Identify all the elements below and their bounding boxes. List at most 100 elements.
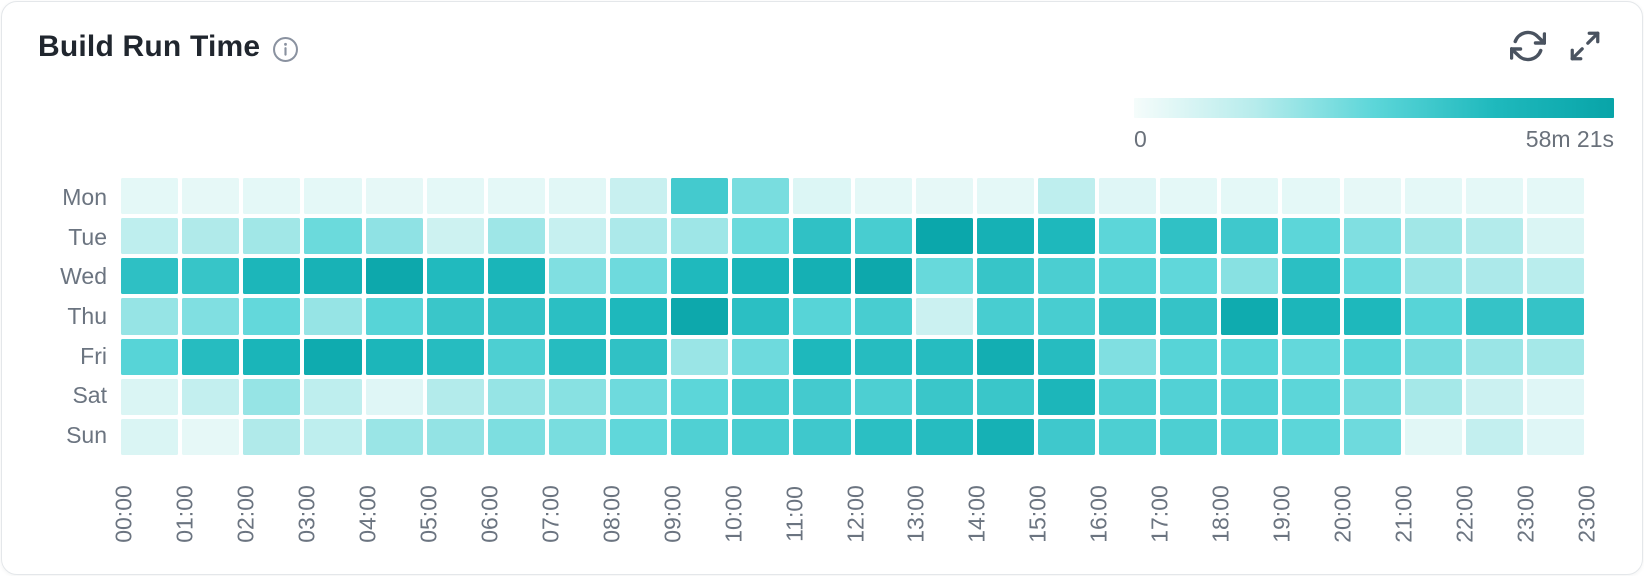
heatmap-cell[interactable] bbox=[243, 378, 301, 415]
heatmap-cell[interactable] bbox=[1404, 178, 1462, 215]
heatmap-cell[interactable] bbox=[182, 378, 240, 415]
heatmap-cell[interactable] bbox=[976, 178, 1034, 215]
heatmap-cell[interactable] bbox=[610, 218, 668, 255]
heatmap-cell[interactable] bbox=[915, 418, 973, 455]
heatmap-cell[interactable] bbox=[732, 378, 790, 415]
heatmap-cell[interactable] bbox=[854, 338, 912, 375]
refresh-icon[interactable] bbox=[1510, 28, 1546, 64]
heatmap-cell[interactable] bbox=[610, 418, 668, 455]
heatmap-cell[interactable] bbox=[1526, 418, 1584, 455]
heatmap-cell[interactable] bbox=[1465, 378, 1523, 415]
heatmap-cell[interactable] bbox=[426, 258, 484, 295]
heatmap-cell[interactable] bbox=[1160, 218, 1218, 255]
heatmap-cell[interactable] bbox=[426, 418, 484, 455]
heatmap-cell[interactable] bbox=[365, 378, 423, 415]
heatmap-cell[interactable] bbox=[732, 298, 790, 335]
heatmap-cell[interactable] bbox=[1099, 418, 1157, 455]
heatmap-cell[interactable] bbox=[426, 218, 484, 255]
heatmap-cell[interactable] bbox=[610, 378, 668, 415]
heatmap-cell[interactable] bbox=[548, 218, 606, 255]
heatmap-cell[interactable] bbox=[854, 378, 912, 415]
heatmap-cell[interactable] bbox=[976, 218, 1034, 255]
heatmap-cell[interactable] bbox=[1037, 178, 1095, 215]
heatmap-cell[interactable] bbox=[793, 178, 851, 215]
heatmap-cell[interactable] bbox=[1404, 258, 1462, 295]
heatmap-cell[interactable] bbox=[610, 338, 668, 375]
heatmap-cell[interactable] bbox=[182, 298, 240, 335]
heatmap-cell[interactable] bbox=[1282, 178, 1340, 215]
heatmap-cell[interactable] bbox=[671, 338, 729, 375]
heatmap-cell[interactable] bbox=[915, 178, 973, 215]
heatmap-cell[interactable] bbox=[1465, 218, 1523, 255]
heatmap-cell[interactable] bbox=[121, 338, 179, 375]
heatmap-cell[interactable] bbox=[671, 378, 729, 415]
heatmap-cell[interactable] bbox=[1099, 178, 1157, 215]
heatmap-cell[interactable] bbox=[1037, 378, 1095, 415]
heatmap-cell[interactable] bbox=[121, 218, 179, 255]
heatmap-cell[interactable] bbox=[304, 178, 362, 215]
heatmap-cell[interactable] bbox=[487, 418, 545, 455]
heatmap-cell[interactable] bbox=[1099, 338, 1157, 375]
heatmap-cell[interactable] bbox=[1282, 258, 1340, 295]
heatmap-cell[interactable] bbox=[121, 418, 179, 455]
heatmap-cell[interactable] bbox=[1526, 258, 1584, 295]
heatmap-cell[interactable] bbox=[304, 218, 362, 255]
heatmap-cell[interactable] bbox=[548, 298, 606, 335]
heatmap-cell[interactable] bbox=[1221, 418, 1279, 455]
expand-icon[interactable] bbox=[1568, 29, 1602, 63]
heatmap-cell[interactable] bbox=[365, 178, 423, 215]
heatmap-cell[interactable] bbox=[1404, 418, 1462, 455]
heatmap-cell[interactable] bbox=[1037, 258, 1095, 295]
heatmap-cell[interactable] bbox=[915, 298, 973, 335]
heatmap-cell[interactable] bbox=[1160, 338, 1218, 375]
heatmap-cell[interactable] bbox=[1221, 378, 1279, 415]
heatmap-cell[interactable] bbox=[1282, 378, 1340, 415]
heatmap-cell[interactable] bbox=[243, 178, 301, 215]
heatmap-cell[interactable] bbox=[1160, 298, 1218, 335]
heatmap-cell[interactable] bbox=[1343, 178, 1401, 215]
heatmap-cell[interactable] bbox=[671, 418, 729, 455]
heatmap-cell[interactable] bbox=[304, 338, 362, 375]
heatmap-cell[interactable] bbox=[487, 178, 545, 215]
heatmap-cell[interactable] bbox=[1282, 218, 1340, 255]
heatmap-cell[interactable] bbox=[915, 378, 973, 415]
heatmap-cell[interactable] bbox=[671, 178, 729, 215]
heatmap-cell[interactable] bbox=[610, 258, 668, 295]
heatmap-cell[interactable] bbox=[548, 378, 606, 415]
heatmap-cell[interactable] bbox=[1526, 378, 1584, 415]
heatmap-cell[interactable] bbox=[1099, 298, 1157, 335]
heatmap-cell[interactable] bbox=[854, 418, 912, 455]
heatmap-cell[interactable] bbox=[976, 338, 1034, 375]
heatmap-cell[interactable] bbox=[121, 178, 179, 215]
heatmap-cell[interactable] bbox=[426, 378, 484, 415]
heatmap-cell[interactable] bbox=[365, 418, 423, 455]
heatmap-cell[interactable] bbox=[1404, 338, 1462, 375]
heatmap-cell[interactable] bbox=[121, 298, 179, 335]
heatmap-cell[interactable] bbox=[1465, 258, 1523, 295]
heatmap-cell[interactable] bbox=[365, 218, 423, 255]
heatmap-cell[interactable] bbox=[610, 298, 668, 335]
heatmap-cell[interactable] bbox=[304, 418, 362, 455]
heatmap-cell[interactable] bbox=[1221, 218, 1279, 255]
heatmap-cell[interactable] bbox=[243, 218, 301, 255]
heatmap-cell[interactable] bbox=[732, 178, 790, 215]
heatmap-cell[interactable] bbox=[487, 258, 545, 295]
heatmap-cell[interactable] bbox=[915, 338, 973, 375]
heatmap-cell[interactable] bbox=[854, 298, 912, 335]
heatmap-cell[interactable] bbox=[304, 378, 362, 415]
heatmap-cell[interactable] bbox=[121, 258, 179, 295]
heatmap-cell[interactable] bbox=[548, 338, 606, 375]
heatmap-cell[interactable] bbox=[182, 258, 240, 295]
heatmap-cell[interactable] bbox=[1099, 378, 1157, 415]
heatmap-cell[interactable] bbox=[243, 258, 301, 295]
heatmap-cell[interactable] bbox=[1037, 418, 1095, 455]
heatmap-cell[interactable] bbox=[976, 258, 1034, 295]
heatmap-cell[interactable] bbox=[365, 338, 423, 375]
heatmap-cell[interactable] bbox=[1282, 298, 1340, 335]
heatmap-cell[interactable] bbox=[671, 218, 729, 255]
heatmap-cell[interactable] bbox=[793, 218, 851, 255]
heatmap-cell[interactable] bbox=[976, 298, 1034, 335]
heatmap-cell[interactable] bbox=[1343, 338, 1401, 375]
heatmap-cell[interactable] bbox=[732, 418, 790, 455]
heatmap-cell[interactable] bbox=[1160, 418, 1218, 455]
